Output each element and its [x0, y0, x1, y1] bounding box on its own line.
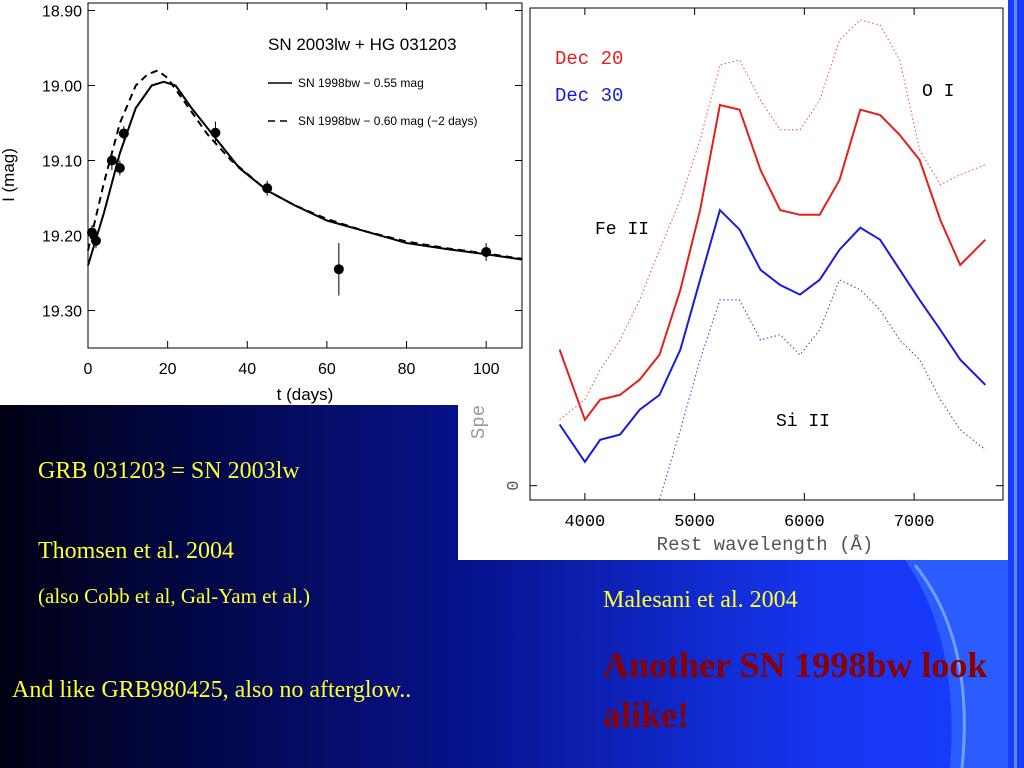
- reference: Thomsen et al. 2004: [38, 538, 234, 564]
- annotation: O I: [922, 82, 954, 102]
- x-tick-label: 6000: [784, 513, 825, 532]
- y-axis-label: I (mag): [0, 148, 18, 202]
- plot-frame: [529, 7, 1004, 501]
- reference2: Malesani et al. 2004: [603, 587, 798, 613]
- annotation: Fe II: [595, 220, 649, 240]
- legend-label: Dec 30: [555, 85, 623, 107]
- y-tick-label: 19.30: [42, 304, 82, 321]
- legend-label: SN 1998bw − 0.60 mag (−2 days): [298, 114, 477, 128]
- chart-title: SN 2003lw + HG 031203: [268, 35, 457, 54]
- y-tick-label: 19.10: [42, 154, 82, 171]
- y-tick-label: 0: [505, 481, 524, 491]
- series-line: [558, 208, 987, 464]
- decoration: [1014, 0, 1017, 768]
- x-tick-label: 80: [398, 361, 416, 378]
- y-tick-label: 19.20: [42, 229, 82, 246]
- x-axis-label: t (days): [277, 385, 334, 404]
- y-tick-label: 18.90: [42, 4, 82, 21]
- x-tick-label: 7000: [894, 513, 935, 532]
- y-tick-label: 19.00: [42, 79, 82, 96]
- x-tick-label: 20: [159, 361, 177, 378]
- series-line: [87, 69, 523, 260]
- data-point: [333, 264, 344, 275]
- legend-label: Dec 20: [555, 48, 623, 70]
- heading: GRB 031203 = SN 2003lw: [38, 458, 300, 484]
- panel: [0, 0, 526, 405]
- y-axis-label: Spe: [468, 405, 490, 439]
- panel: [458, 0, 1008, 560]
- conclusion: Another SN 1998bw look alike!: [603, 645, 988, 735]
- x-axis-label: Rest wavelength (Å): [657, 534, 874, 556]
- x-tick-label: 5000: [674, 513, 715, 532]
- note: And like GRB980425, also no afterglow..: [12, 677, 412, 703]
- series-line: [87, 80, 523, 266]
- annotation: Si II: [776, 412, 830, 432]
- decoration: [913, 564, 966, 768]
- x-tick-label: 100: [473, 361, 500, 378]
- series-line: [558, 103, 987, 422]
- x-tick-label: 40: [238, 361, 256, 378]
- plot-frame: [87, 2, 523, 349]
- x-tick-label: 4000: [564, 513, 605, 532]
- x-tick-label: 60: [318, 361, 336, 378]
- x-tick-label: 0: [84, 361, 93, 378]
- legend-label: SN 1998bw − 0.55 mag: [298, 76, 424, 90]
- series-line: [559, 19, 986, 421]
- decoration: [905, 560, 1024, 768]
- also: (also Cobb et al, Gal-Yam et al.): [38, 584, 310, 608]
